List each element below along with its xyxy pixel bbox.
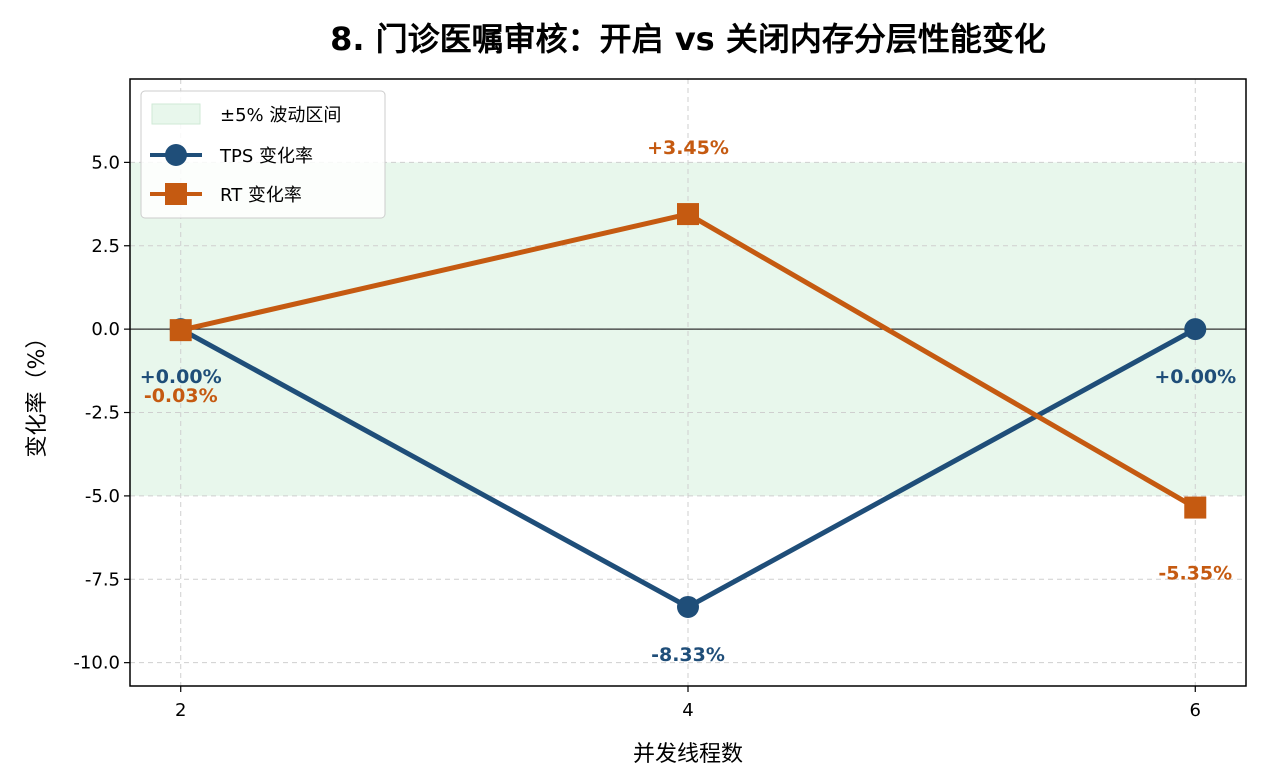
- series-1-point: [169, 319, 192, 342]
- legend-rt-label: RT 变化率: [220, 185, 302, 206]
- series-0-point: [1184, 318, 1207, 341]
- legend-tps-label: TPS 变化率: [219, 146, 313, 167]
- y-axis-label: 变化率（%）: [25, 327, 50, 458]
- series-0-point: [677, 595, 699, 618]
- series-1-data-label: +3.45%: [647, 137, 729, 159]
- y-tick-label: 2.5: [91, 236, 120, 257]
- legend-frame: [140, 90, 386, 219]
- y-tick-label: 5.0: [91, 152, 120, 173]
- tick-layer: 5.0 2.5 0.0 -2.5 -5.0 -7.5 -10.0 2 4 6: [73, 152, 1201, 721]
- series-1-point: [1184, 496, 1207, 519]
- plot-frame: [129, 78, 1247, 687]
- y-tick-label: 0.0: [91, 319, 120, 340]
- legend-tps-marker: [165, 144, 187, 166]
- series-layer: [169, 203, 1207, 618]
- series-1-data-label: -5.35%: [1158, 563, 1232, 585]
- series-0-data-label: +0.00%: [1154, 366, 1236, 388]
- legend-rt-marker: [165, 183, 187, 205]
- data-label-layer: +0.00%-8.33%+0.00%-0.03%+3.45%-5.35%: [140, 137, 1236, 666]
- chart-title: 8. 门诊医嘱审核：开启 vs 关闭内存分层性能变化: [330, 20, 1046, 58]
- legend-band-swatch: [151, 103, 201, 125]
- y-tick-label: -5.0: [85, 486, 120, 507]
- x-tick-label: 4: [682, 700, 693, 721]
- x-tick-label: 2: [175, 700, 186, 721]
- series-1-data-label: -0.03%: [144, 385, 218, 407]
- legend: ±5% 波动区间 TPS 变化率 RT 变化率: [140, 90, 386, 219]
- grid-layer: [130, 79, 1246, 686]
- y-tick-label: -2.5: [85, 403, 120, 424]
- x-axis-label: 并发线程数: [633, 742, 743, 767]
- legend-band-label: ±5% 波动区间: [220, 105, 341, 126]
- y-tick-label: -7.5: [85, 569, 120, 590]
- series-0-data-label: +0.00%: [140, 366, 222, 388]
- series-1-point: [677, 203, 699, 226]
- series-0-data-label: -8.33%: [651, 644, 725, 666]
- x-tick-label: 6: [1190, 700, 1201, 721]
- y-tick-label: -10.0: [73, 653, 120, 674]
